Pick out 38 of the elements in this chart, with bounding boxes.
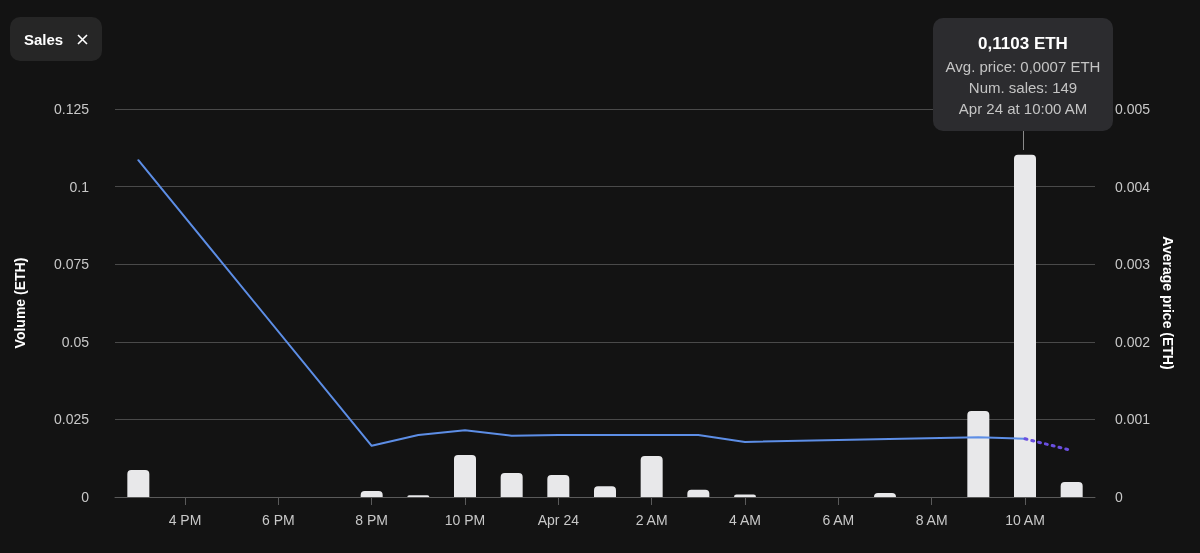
bar <box>1060 482 1083 497</box>
bar <box>640 456 663 497</box>
y2-tick-label: 0.003 <box>1115 256 1151 273</box>
x-tick-label: 10 PM <box>444 512 486 528</box>
y-tick-label: 0.025 <box>53 411 90 428</box>
x-tick-label: 8 AM <box>915 512 948 528</box>
bar <box>500 473 523 497</box>
y-tick-label: 0.125 <box>53 101 90 117</box>
x-tick-label: Apr 24 <box>537 512 580 528</box>
bar <box>594 486 616 497</box>
y-tick-label: 0 <box>81 489 90 505</box>
bar <box>1014 154 1036 497</box>
line-series <box>137 159 1026 447</box>
tooltip-callout: 0,1103 ETH Avg. price: 0,0007 ETH Num. sales: 149 Apr 24 at 10:00 AM <box>933 18 1113 150</box>
y2-tick-label: 0.002 <box>1115 333 1151 350</box>
x-tick-label: 10 AM <box>1005 512 1045 528</box>
text: Sales <box>24 30 64 48</box>
x-tick-label: 2 AM <box>635 512 668 528</box>
y2-tick-label: 0.004 <box>1115 178 1151 195</box>
x-tick-label: 6 AM <box>822 512 855 528</box>
y-tick-label: 0.1 <box>69 178 90 195</box>
y2-tick-label: 0.005 <box>1115 101 1151 117</box>
bar <box>547 474 570 497</box>
y-axis-title: Volume (ETH) <box>12 257 28 349</box>
bar <box>687 489 710 497</box>
bar <box>454 455 476 497</box>
annotation: 0,1103 ETH Avg. price: 0,0007 ETH Num. sales: 149 Apr 24 at 10:00 AM <box>944 33 1102 119</box>
y2-tick-label: 0.001 <box>1115 411 1151 428</box>
x-tick-label: 4 PM <box>168 512 202 528</box>
x-tick-label: 8 PM <box>355 512 389 528</box>
y2-tick-label: 0 <box>1115 489 1123 505</box>
x-tick-label: 6 PM <box>261 512 295 528</box>
y2-axis-title: Average price (ETH) <box>1159 236 1176 370</box>
y-tick-label: 0.075 <box>53 256 90 273</box>
bar <box>127 470 150 497</box>
bar <box>967 411 990 497</box>
y-tick-label: 0.05 <box>61 333 90 350</box>
x-tick-label: 4 AM <box>729 512 761 528</box>
